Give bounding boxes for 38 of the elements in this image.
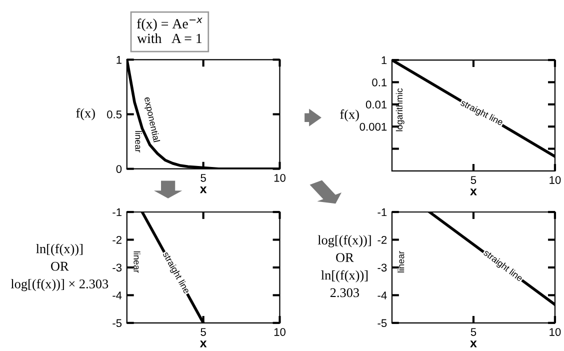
x-tick-label: 10 bbox=[550, 176, 561, 184]
annotation: linear bbox=[135, 131, 142, 152]
y-tick-label: 0.01 bbox=[366, 100, 387, 109]
y-tick-label: -5 bbox=[112, 319, 122, 328]
x-axis-title: x bbox=[200, 340, 207, 348]
y-tick-label: -1 bbox=[112, 208, 122, 216]
y-tick-label: -1 bbox=[378, 208, 387, 216]
x-tick-label: 10 bbox=[274, 174, 286, 182]
x-tick-label: 5 bbox=[470, 328, 476, 336]
annotation: linear bbox=[398, 251, 404, 272]
x-axis-title: x bbox=[200, 186, 207, 194]
y-axis-title: f(x) bbox=[340, 109, 359, 122]
y-tick-label: -5 bbox=[378, 319, 387, 328]
y-axis-title: log[(f(x))] OR ln[(f(x))] 2.303 bbox=[318, 235, 371, 298]
x-axis-title: x bbox=[470, 340, 477, 348]
annotation: linear bbox=[134, 251, 140, 273]
x-tick-label: 10 bbox=[550, 328, 561, 336]
y-axis-title: f(x) bbox=[76, 108, 95, 120]
y-tick-label: 1 bbox=[116, 56, 122, 64]
y-tick-label: -3 bbox=[112, 264, 122, 272]
y-axis-title: ln[(f(x))] OR log[(f(x))] × 2.303 bbox=[10, 244, 108, 292]
chart-title: f(x) = Ae$^{−x}$ with A = 1 bbox=[137, 18, 202, 44]
y-tick-label: -2 bbox=[378, 236, 387, 244]
y-tick-label: 0 bbox=[116, 165, 122, 173]
annotation: logarithmic bbox=[396, 88, 404, 132]
y-tick-label: 0.1 bbox=[372, 78, 387, 86]
y-tick-label: 1 bbox=[382, 56, 387, 64]
y-tick-label: -3 bbox=[378, 264, 387, 272]
x-tick-label: 5 bbox=[200, 328, 206, 336]
x-axis-title: x bbox=[470, 188, 477, 196]
y-tick-label: 0.5 bbox=[107, 110, 122, 118]
x-tick-label: 10 bbox=[274, 328, 286, 336]
y-tick-label: -4 bbox=[112, 292, 122, 300]
y-tick-label: -4 bbox=[378, 292, 387, 300]
y-tick-label: -2 bbox=[112, 236, 122, 244]
x-tick-label: 5 bbox=[470, 176, 476, 184]
y-tick-label: 0.001 bbox=[360, 122, 387, 131]
x-tick-label: 5 bbox=[200, 174, 206, 182]
